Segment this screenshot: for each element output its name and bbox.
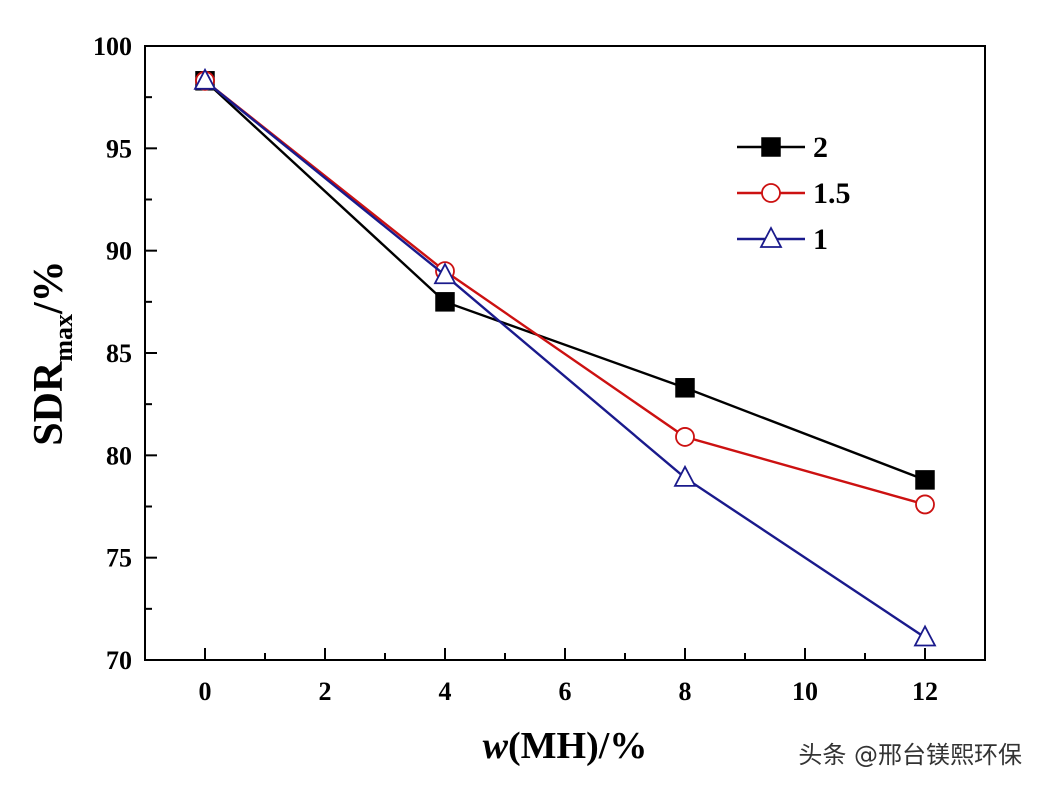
data-point	[435, 292, 455, 312]
y-tick-label: 85	[106, 339, 132, 368]
x-tick-label: 12	[912, 677, 938, 706]
y-tick-label: 90	[106, 237, 132, 266]
series-line	[204, 79, 926, 639]
series-line	[204, 79, 926, 482]
series-2	[193, 67, 937, 647]
legend-item: 1.5	[737, 177, 851, 210]
y-tick-label: 70	[106, 646, 132, 675]
legend-item: 2	[737, 131, 828, 164]
y-tick-label: 100	[93, 32, 132, 61]
y-axis-title-subscript: max	[49, 314, 78, 362]
x-axis-title: w(MH)/%	[483, 725, 648, 767]
y-tick-label: 80	[106, 441, 132, 470]
x-tick-label: 6	[559, 677, 572, 706]
y-axis-title-unit: /%	[26, 260, 72, 315]
legend-marker	[761, 137, 781, 157]
x-axis-title-italic: w	[483, 725, 509, 767]
x-tick-label: 0	[199, 677, 212, 706]
axis-ticks	[144, 45, 986, 661]
y-tick-label: 75	[106, 544, 132, 573]
data-point	[193, 67, 217, 90]
series-layer	[193, 67, 937, 647]
x-axis-title-rest: (MH)/%	[508, 725, 647, 767]
data-point	[915, 494, 935, 515]
data-point	[675, 427, 695, 447]
data-point	[433, 262, 457, 285]
legend-item: 1	[737, 223, 828, 256]
legend-label: 1	[813, 223, 828, 256]
legend-label: 1.5	[813, 177, 851, 210]
x-tick-label: 8	[679, 677, 692, 706]
watermark: 头条 @邢台镁熙环保	[798, 741, 1022, 769]
data-point	[673, 464, 697, 487]
legend-label: 2	[813, 131, 828, 164]
legend: 21.51	[737, 131, 851, 256]
legend-marker	[759, 226, 783, 248]
x-tick-label: 10	[792, 677, 818, 706]
y-axis-title: SDRmax/%	[26, 260, 78, 445]
x-tick-label: 4	[439, 677, 452, 706]
y-axis-title-main: SDR	[26, 361, 72, 446]
data-point	[675, 378, 695, 398]
series-line	[204, 79, 926, 506]
x-tick-label: 2	[319, 677, 332, 706]
data-point	[913, 624, 937, 647]
data-point	[915, 470, 935, 490]
legend-marker	[761, 183, 781, 203]
y-tick-label: 95	[106, 134, 132, 163]
